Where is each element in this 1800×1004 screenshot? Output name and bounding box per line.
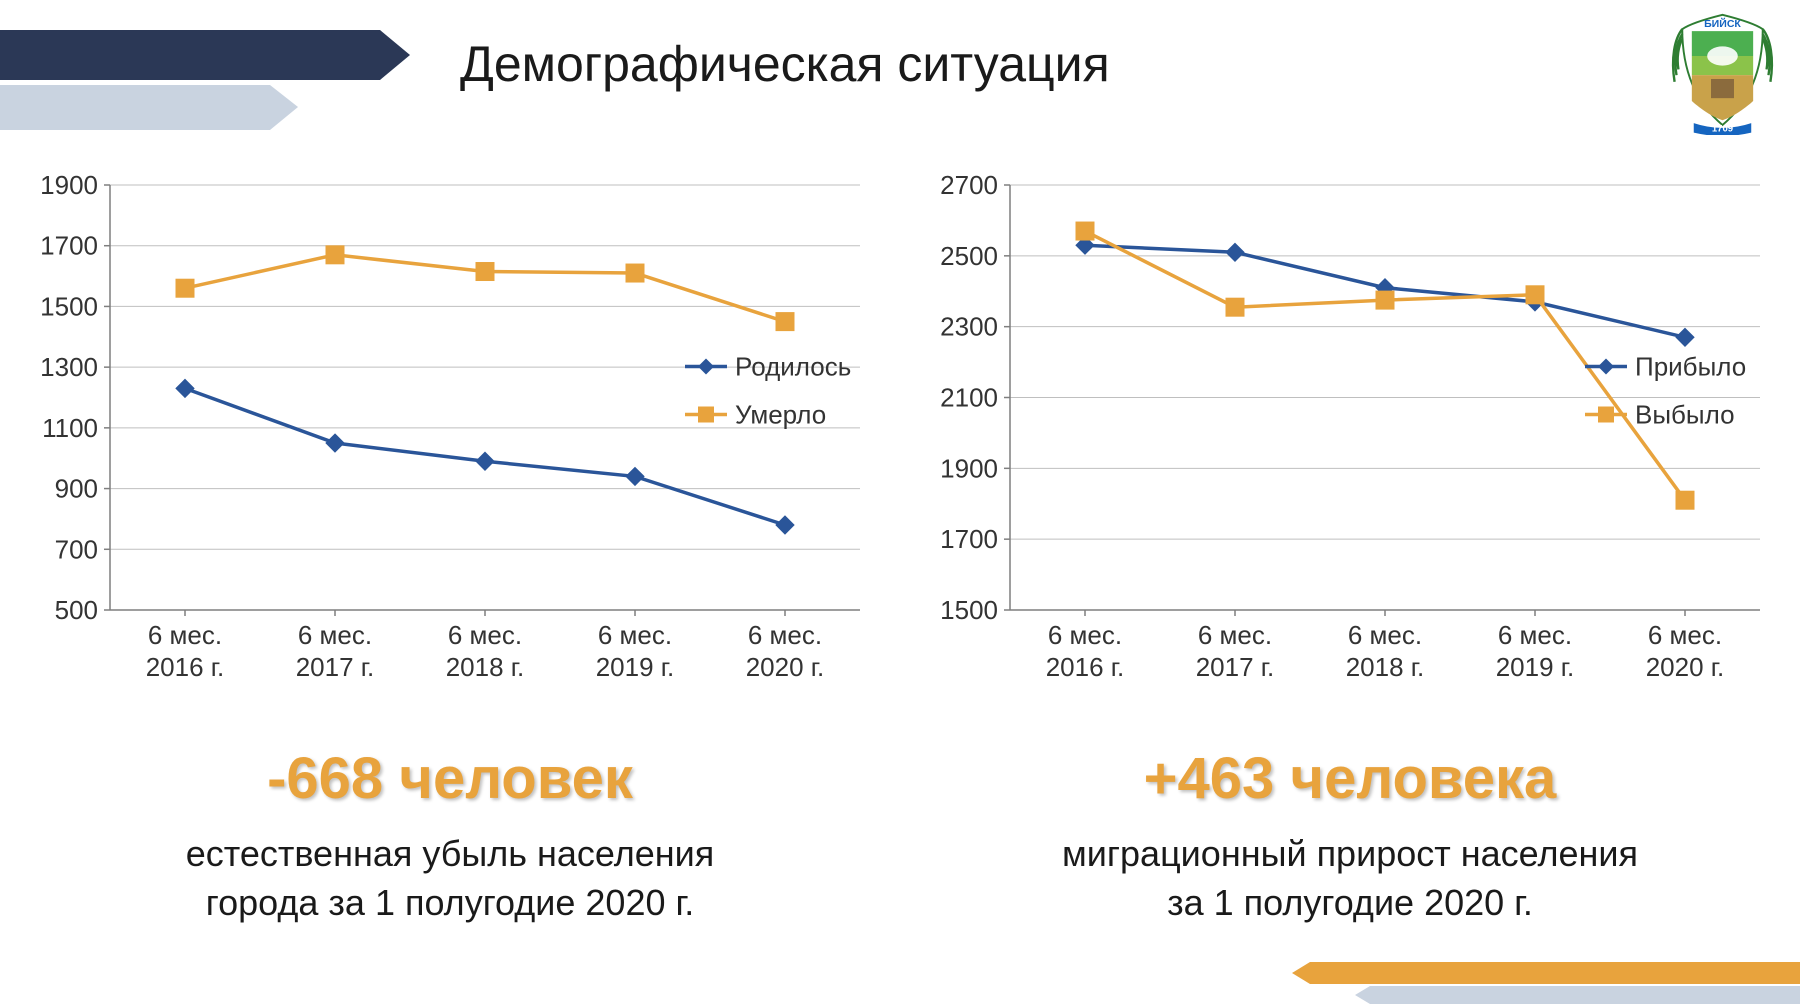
- svg-text:6 мес.: 6 мес.: [1048, 620, 1122, 650]
- svg-text:700: 700: [55, 534, 98, 564]
- svg-text:2700: 2700: [940, 175, 998, 200]
- svg-text:6 мес.: 6 мес.: [148, 620, 222, 650]
- svg-text:6 мес.: 6 мес.: [748, 620, 822, 650]
- svg-text:2017 г.: 2017 г.: [1196, 652, 1275, 682]
- svg-text:6 мес.: 6 мес.: [1198, 620, 1272, 650]
- svg-text:2020 г.: 2020 г.: [1646, 652, 1725, 682]
- svg-text:БИЙСК: БИЙСК: [1704, 17, 1741, 30]
- summary-right-headline: +463 человека: [920, 745, 1780, 812]
- svg-text:6 мес.: 6 мес.: [298, 620, 372, 650]
- svg-text:2019 г.: 2019 г.: [596, 652, 675, 682]
- svg-text:1900: 1900: [940, 453, 998, 483]
- summary-right-line1: миграционный прирост населения: [1062, 833, 1638, 874]
- svg-text:2300: 2300: [940, 312, 998, 342]
- chart-right: 15001700190021002300250027006 мес.2016 г…: [920, 175, 1780, 705]
- svg-text:2018 г.: 2018 г.: [446, 652, 525, 682]
- summary-left: -668 человек естественная убыль населени…: [20, 745, 880, 927]
- summary-row: -668 человек естественная убыль населени…: [20, 745, 1780, 927]
- svg-text:1500: 1500: [940, 595, 998, 625]
- header-bar-dark: [0, 30, 380, 80]
- svg-text:6 мес.: 6 мес.: [1648, 620, 1722, 650]
- svg-text:Родилось: Родилось: [735, 352, 851, 382]
- svg-text:Выбыло: Выбыло: [1635, 400, 1735, 430]
- footer-bar-orange: [1310, 962, 1800, 984]
- svg-text:1700: 1700: [40, 231, 98, 261]
- page-title: Демографическая ситуация: [460, 35, 1110, 93]
- svg-text:Прибыло: Прибыло: [1635, 352, 1746, 382]
- summary-right-line2: за 1 полугодие 2020 г.: [1167, 882, 1533, 923]
- emblem-icon: БИЙСК 1709: [1665, 10, 1780, 135]
- svg-text:2016 г.: 2016 г.: [146, 652, 225, 682]
- header-bar-light: [0, 85, 270, 130]
- summary-right: +463 человека миграционный прирост насел…: [920, 745, 1780, 927]
- svg-text:2500: 2500: [940, 241, 998, 271]
- svg-text:1700: 1700: [940, 524, 998, 554]
- svg-text:Умерло: Умерло: [735, 400, 826, 430]
- header-decoration: [0, 0, 420, 130]
- svg-text:2018 г.: 2018 г.: [1346, 652, 1425, 682]
- summary-right-text: миграционный прирост населения за 1 полу…: [920, 830, 1780, 927]
- svg-text:1100: 1100: [42, 413, 98, 443]
- svg-text:1300: 1300: [40, 352, 98, 382]
- summary-left-line2: города за 1 полугодие 2020 г.: [206, 882, 694, 923]
- footer-bar-grey: [1370, 986, 1800, 1004]
- svg-text:2020 г.: 2020 г.: [746, 652, 825, 682]
- svg-text:6 мес.: 6 мес.: [598, 620, 672, 650]
- svg-text:1500: 1500: [40, 291, 98, 321]
- chart-left: 500700900110013001500170019006 мес.2016 …: [20, 175, 880, 705]
- svg-text:2100: 2100: [940, 383, 998, 413]
- svg-text:900: 900: [55, 474, 98, 504]
- svg-text:6 мес.: 6 мес.: [1498, 620, 1572, 650]
- svg-text:2016 г.: 2016 г.: [1046, 652, 1125, 682]
- footer-decoration: [1240, 949, 1800, 1004]
- svg-text:2019 г.: 2019 г.: [1496, 652, 1575, 682]
- city-emblem: БИЙСК 1709: [1665, 10, 1780, 135]
- svg-text:2017 г.: 2017 г.: [296, 652, 375, 682]
- chart-left-svg: 500700900110013001500170019006 мес.2016 …: [20, 175, 880, 705]
- charts-row: 500700900110013001500170019006 мес.2016 …: [20, 175, 1780, 705]
- svg-text:1709: 1709: [1712, 124, 1733, 135]
- svg-text:6 мес.: 6 мес.: [448, 620, 522, 650]
- svg-text:500: 500: [55, 595, 98, 625]
- chart-right-svg: 15001700190021002300250027006 мес.2016 г…: [920, 175, 1780, 705]
- svg-text:1900: 1900: [40, 175, 98, 200]
- summary-left-text: естественная убыль населения города за 1…: [20, 830, 880, 927]
- summary-left-line1: естественная убыль населения: [186, 833, 715, 874]
- summary-left-headline: -668 человек: [20, 745, 880, 812]
- svg-text:6 мес.: 6 мес.: [1348, 620, 1422, 650]
